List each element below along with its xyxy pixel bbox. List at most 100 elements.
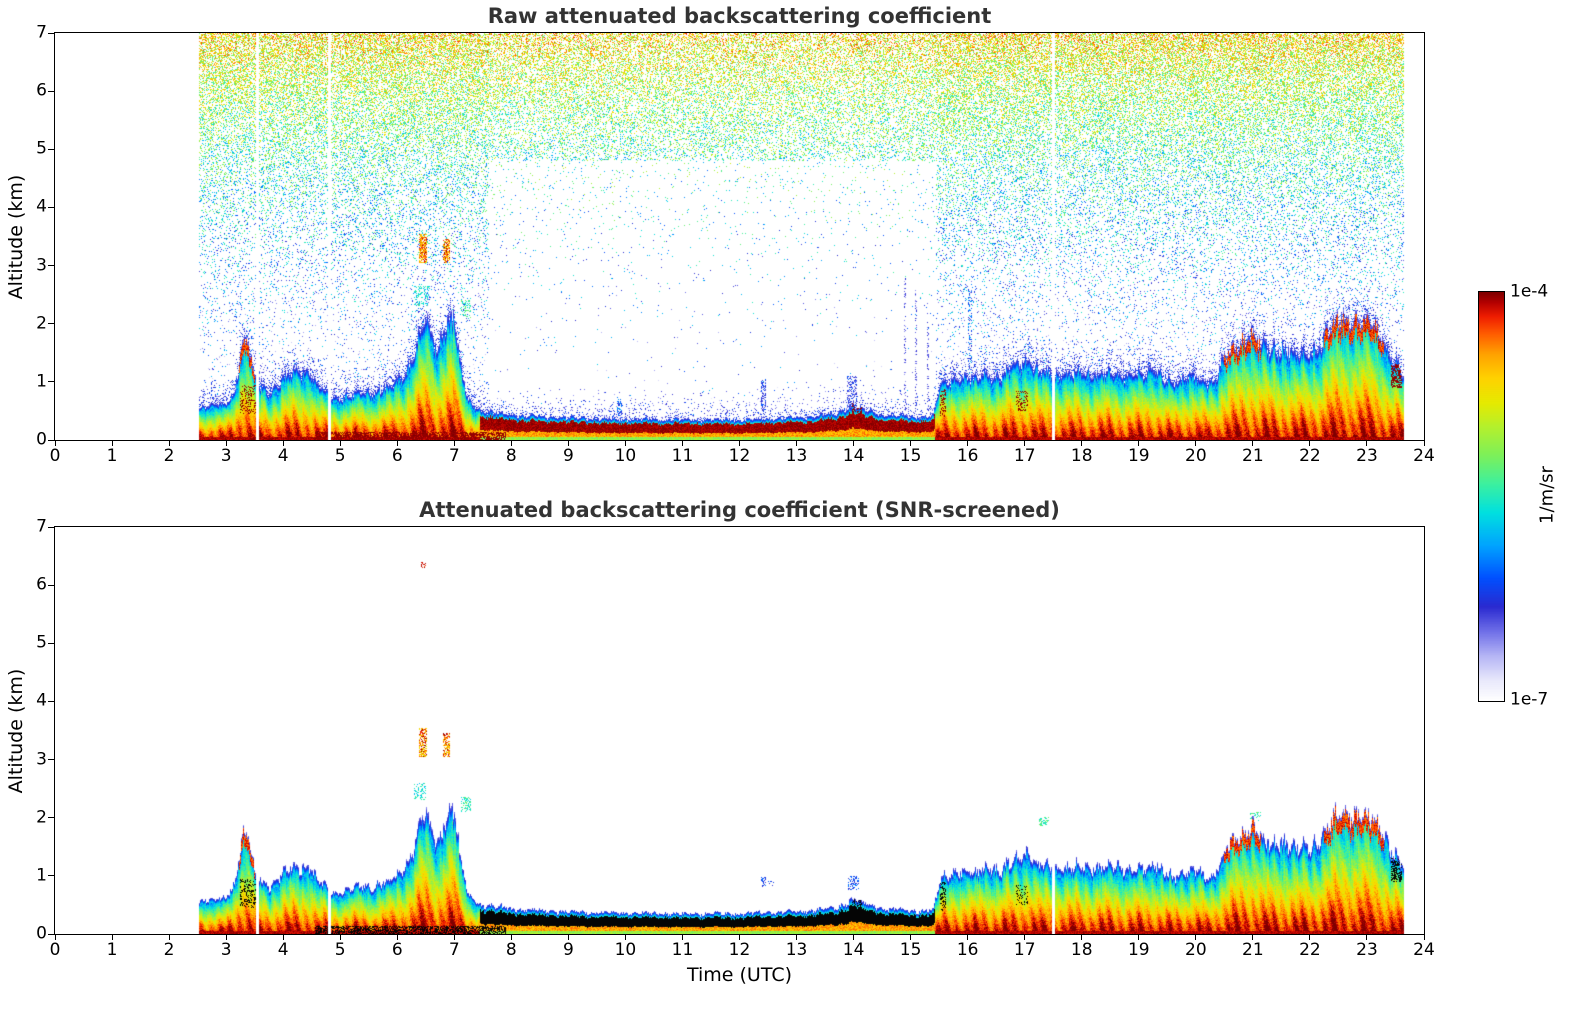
bottom-heatmap-canvas [55,527,1424,934]
x-tick-label: 21 [1242,446,1264,466]
x-tick-mark [1195,934,1197,940]
x-tick-label: 18 [1070,446,1093,466]
x-tick-label: 14 [842,940,865,960]
x-tick-label: 12 [728,940,751,960]
y-tick-label: 2 [36,807,47,828]
x-tick-mark [853,934,855,940]
x-tick-label: 15 [899,446,922,466]
y-tick-label: 0 [36,429,47,450]
x-tick-mark [967,934,969,940]
x-tick-label: 6 [391,940,403,960]
x-tick-label: 1 [106,940,118,960]
x-tick-mark [111,934,113,940]
x-tick-mark [1024,934,1026,940]
x-tick-mark [1252,934,1254,940]
y-tick-label: 7 [36,516,47,537]
y-tick-mark [48,439,54,441]
x-tick-mark [1081,934,1083,940]
x-tick-mark [567,440,569,446]
x-tick-label: 3 [220,446,232,466]
y-tick-mark [48,381,54,383]
x-tick-label: 18 [1070,940,1093,960]
x-tick-label: 6 [391,446,403,466]
x-tick-mark [339,934,341,940]
colorbar-unit-label: 1/m/sr [1536,466,1558,524]
x-tick-mark [1081,440,1083,446]
x-tick-label: 12 [728,446,751,466]
x-tick-label: 19 [1127,446,1150,466]
x-tick-mark [1366,934,1368,940]
x-tick-mark [1423,934,1425,940]
y-tick-label: 7 [36,22,47,43]
x-tick-label: 17 [1013,940,1036,960]
y-tick-mark [48,875,54,877]
x-tick-mark [225,440,227,446]
x-tick-label: 20 [1185,446,1207,466]
x-tick-mark [567,934,569,940]
x-tick-label: 23 [1356,940,1378,960]
x-tick-label: 24 [1413,446,1435,466]
x-tick-mark [1309,934,1311,940]
x-tick-label: 23 [1356,446,1378,466]
x-tick-label: 0 [49,940,61,960]
x-tick-label: 24 [1413,940,1435,960]
x-axis-label: Time (UTC) [686,964,793,986]
x-tick-label: 13 [785,940,808,960]
x-tick-mark [453,934,455,940]
y-tick-mark [48,700,54,702]
x-tick-label: 9 [562,940,574,960]
x-tick-mark [739,440,740,446]
x-tick-mark [396,934,398,940]
x-tick-label: 7 [448,446,460,466]
colorbar-min-label: 1e-7 [1510,689,1549,710]
x-tick-label: 22 [1299,940,1321,960]
x-tick-mark [910,440,912,446]
bottom-panel-title: Attenuated backscattering coefficient (S… [419,498,1060,522]
x-tick-label: 15 [899,940,922,960]
y-tick-label: 6 [36,574,47,595]
y-tick-mark [48,323,54,325]
y-tick-mark [48,526,54,528]
x-tick-label: 22 [1299,446,1321,466]
x-tick-label: 4 [277,940,289,960]
top-panel-title: Raw attenuated backscattering coefficien… [487,4,992,28]
y-tick-mark [48,90,54,92]
x-tick-label: 0 [49,446,61,466]
top-heatmap-canvas [55,33,1424,440]
x-tick-label: 2 [163,446,175,466]
y-tick-label: 0 [36,923,47,944]
y-tick-label: 4 [36,196,47,217]
x-tick-mark [168,934,170,940]
x-tick-label: 5 [334,940,346,960]
y-tick-mark [48,933,54,935]
x-tick-mark [510,934,512,940]
x-tick-label: 8 [505,940,517,960]
y-tick-mark [48,759,54,761]
x-tick-mark [1423,440,1425,446]
x-tick-label: 8 [505,446,517,466]
x-tick-label: 21 [1242,940,1264,960]
x-tick-mark [796,934,798,940]
x-tick-mark [1024,440,1026,446]
y-tick-mark [48,265,54,267]
x-tick-mark [1309,440,1311,446]
top-y-axis-label: Altitude (km) [5,174,27,300]
x-tick-mark [54,440,56,446]
x-tick-label: 11 [671,940,694,960]
colorbar-max-label: 1e-4 [1510,281,1549,302]
y-tick-label: 5 [36,632,47,653]
x-tick-label: 9 [562,446,574,466]
x-tick-label: 16 [956,940,979,960]
x-tick-mark [282,934,284,940]
x-tick-mark [282,440,284,446]
y-tick-label: 2 [36,313,47,334]
y-tick-label: 3 [36,255,47,276]
x-tick-mark [111,440,113,446]
x-tick-label: 16 [956,446,979,466]
x-tick-mark [1252,440,1254,446]
y-tick-mark [48,148,54,150]
x-tick-mark [1366,440,1368,446]
x-tick-mark [681,934,683,940]
x-tick-label: 14 [842,446,865,466]
y-tick-mark [48,206,54,208]
